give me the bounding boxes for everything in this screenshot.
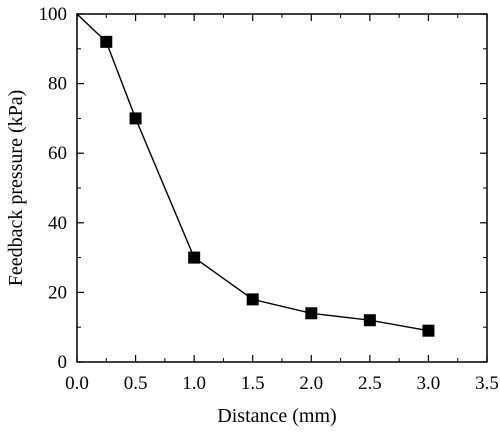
y-tick-label: 0 [58, 352, 68, 373]
x-tick-label: 1.5 [241, 373, 265, 394]
data-point-marker [100, 35, 113, 48]
series-line [76, 13, 429, 332]
axis-ticks [76, 13, 488, 363]
data-point-marker [422, 324, 435, 337]
x-tick-label: 1.0 [182, 373, 206, 394]
series-markers [100, 35, 435, 337]
data-point-marker [246, 293, 259, 306]
x-tick-label: 2.5 [358, 373, 382, 394]
y-axis-label: Feedback pressure (kPa) [5, 90, 27, 287]
series-polyline [76, 13, 429, 332]
data-point-marker [363, 314, 376, 327]
data-point-marker [305, 307, 318, 320]
y-tick-label: 80 [48, 74, 67, 95]
y-tick-label: 100 [39, 4, 68, 25]
plot-border [76, 13, 488, 363]
x-tick-label: 3.5 [475, 373, 499, 394]
x-tick-label: 0.0 [65, 373, 89, 394]
data-point-marker [129, 112, 142, 125]
x-tick-label: 0.5 [124, 373, 148, 394]
y-tick-label: 60 [48, 143, 67, 164]
tick-labels: 0.0 0.5 1.0 1.5 2.0 2.5 3.0 3.5 0 20 40 60 80 100 [39, 4, 499, 394]
x-tick-label: 3.0 [417, 373, 441, 394]
plot-frame [76, 13, 488, 363]
y-tick-label: 20 [48, 282, 67, 303]
x-tick-label: 2.0 [299, 373, 323, 394]
data-point-marker [188, 251, 201, 264]
y-tick-label: 40 [48, 213, 67, 234]
x-axis-label: Distance (mm) [217, 405, 336, 427]
